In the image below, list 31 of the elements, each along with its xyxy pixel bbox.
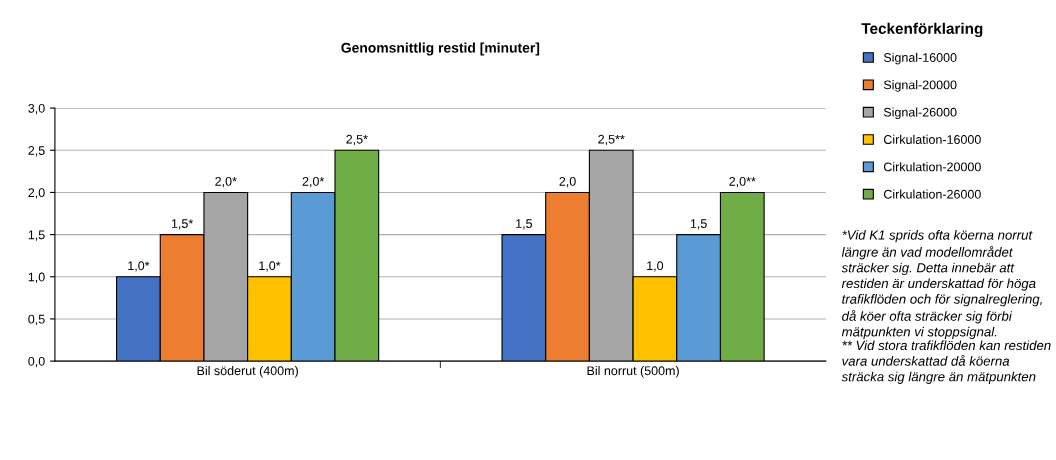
legend-label: Signal-16000 (883, 52, 957, 65)
x-tick-label: Bil norrut (500m) (587, 365, 679, 378)
data-label: 2,0** (729, 176, 756, 188)
legend-label: Cirkulation-20000 (883, 162, 981, 172)
data-label: 1,0 (647, 261, 664, 272)
data-label: 2,0* (215, 176, 237, 188)
text: ** Vid stora trafikflöden kan restiden vara underskattad då köerna sträcka sig längre än mätpunkten (841, 340, 1051, 384)
legend-label: Signal-20000 (883, 80, 957, 92)
y-tick-label: 3,0 (28, 103, 45, 115)
chart-title: Genomsnittlig restid [minuter] (341, 42, 540, 56)
data-label: 2,5** (598, 134, 625, 146)
data-label: 1,5 (690, 219, 707, 230)
y-tick-label: 0,5 (28, 314, 45, 326)
y-tick-label: 1,0 (28, 272, 45, 283)
data-label: 1,5 (516, 219, 533, 230)
data-label: 2,5* (346, 134, 368, 146)
data-label: 2,0* (302, 176, 325, 188)
y-tick-label: 0,0 (28, 356, 45, 368)
y-tick-label: 1,5 (28, 230, 45, 241)
legend-label: Cirkulation-26000 (883, 189, 981, 199)
legend-label: Signal-26000 (883, 107, 957, 120)
text: *Vid K1 sprids ofta köerna norrut längre än vad modellområdet sträcker sig. Detta innebär att restiden är underskattad för höga trafikflöden och för signalreglering, då köer ofta sträcker sig förbi mätpunkten vi stoppsignal. (841, 230, 1042, 340)
data-label: 1,0* (259, 261, 281, 272)
data-label: 2,0 (559, 176, 576, 188)
y-tick-label: 2,5 (28, 146, 45, 157)
y-tick-label: 2,0 (28, 188, 45, 199)
x-tick-label: Bil söderut (400m) (197, 365, 298, 378)
data-label: 1,0* (128, 261, 150, 272)
legend-title: Teckenförklaring (861, 22, 983, 38)
legend-label: Cirkulation-16000 (883, 134, 981, 144)
data-label: 1,5* (171, 219, 194, 230)
